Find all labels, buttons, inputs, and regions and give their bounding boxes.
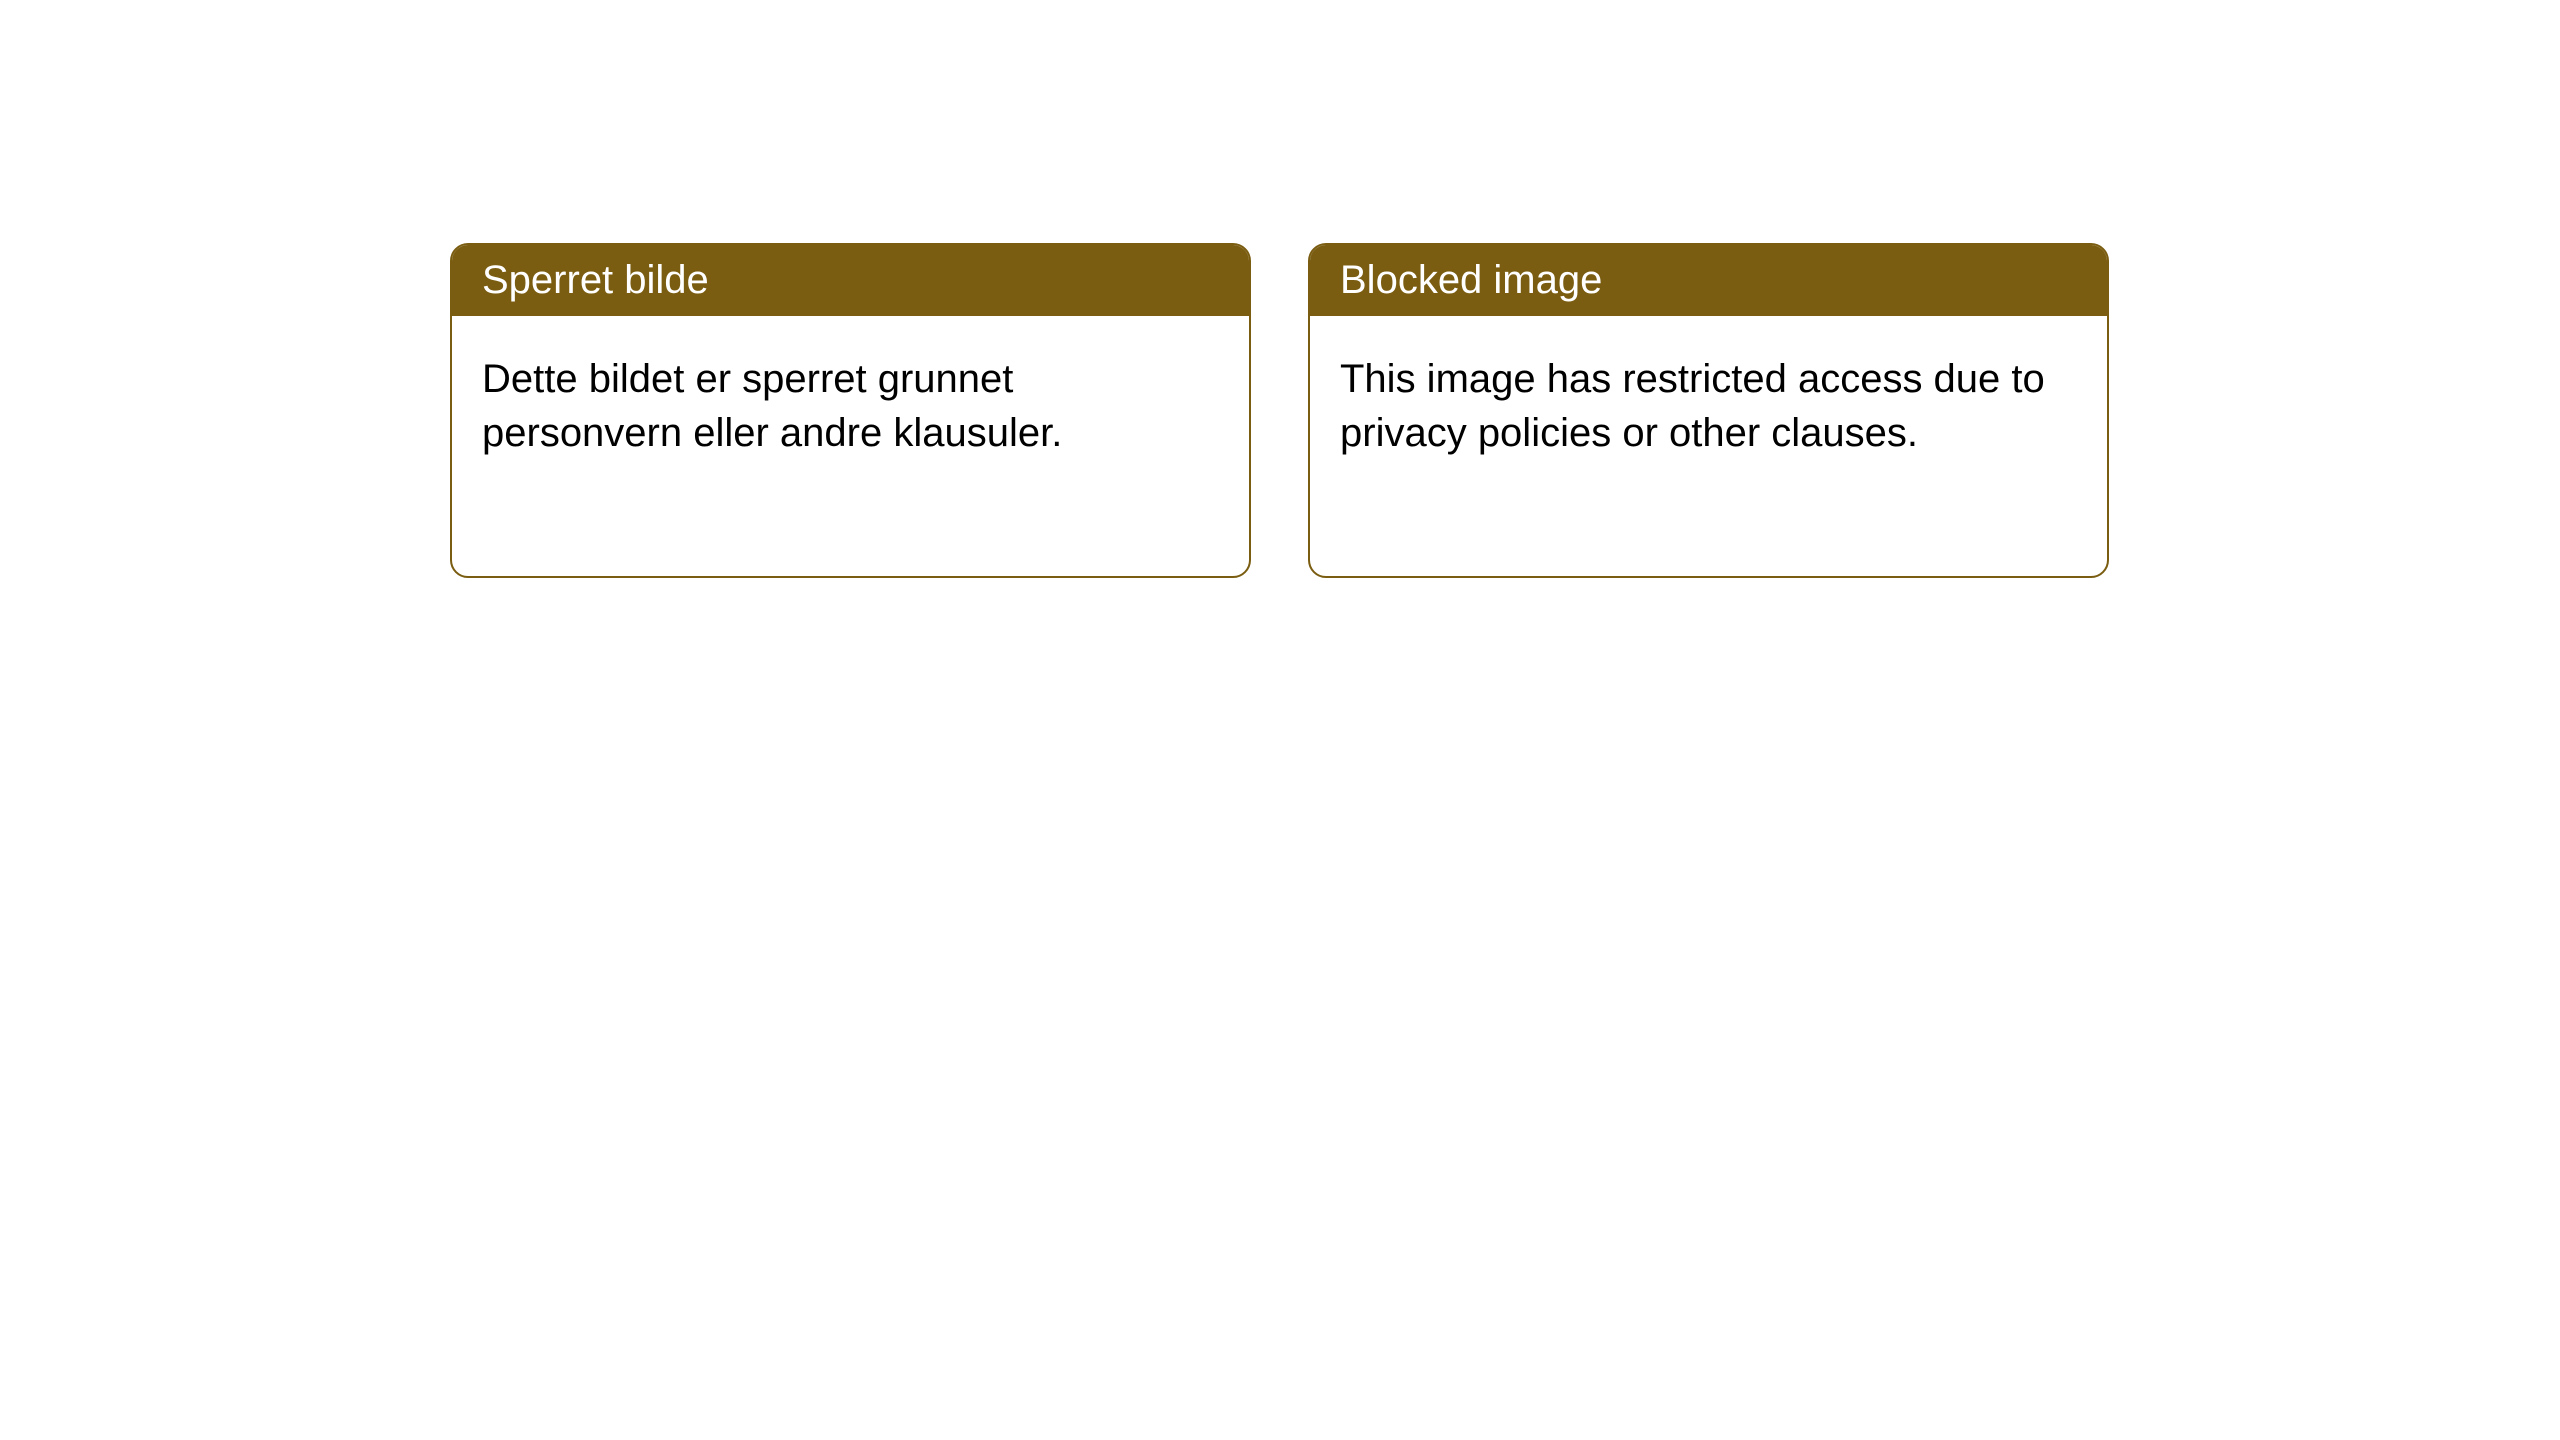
panel-header-norwegian: Sperret bilde bbox=[452, 245, 1249, 316]
notice-panel-english: Blocked image This image has restricted … bbox=[1308, 243, 2109, 578]
panel-header-english: Blocked image bbox=[1310, 245, 2107, 316]
notice-container: Sperret bilde Dette bildet er sperret gr… bbox=[450, 243, 2109, 578]
panel-body-norwegian: Dette bildet er sperret grunnet personve… bbox=[452, 316, 1249, 496]
notice-panel-norwegian: Sperret bilde Dette bildet er sperret gr… bbox=[450, 243, 1251, 578]
panel-body-english: This image has restricted access due to … bbox=[1310, 316, 2107, 496]
